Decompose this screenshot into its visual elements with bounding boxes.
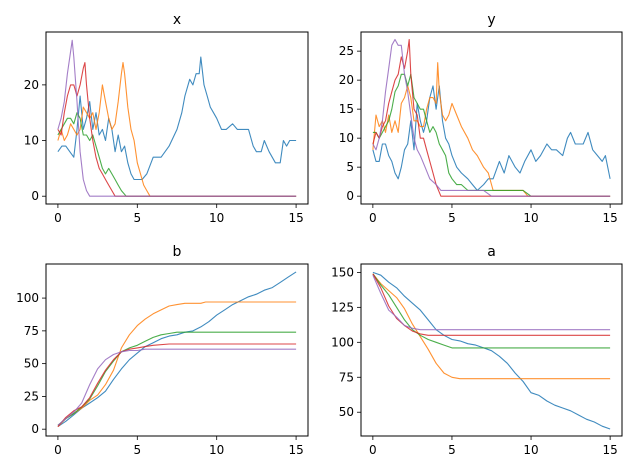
axes-frame xyxy=(45,31,309,205)
y-tick-label: 50 xyxy=(24,357,39,371)
series-line-1 xyxy=(372,271,611,430)
y-tick-label: 100 xyxy=(331,335,354,349)
x-tick-label: 10 xyxy=(209,443,224,457)
y-tick-label: 10 xyxy=(339,131,354,145)
x-tick-label: 5 xyxy=(448,211,456,225)
subplot-y: 0 5 10 15 0 5 10 15 20 25 y xyxy=(339,12,623,225)
y-tick-label: 50 xyxy=(339,405,354,419)
x-tick-label: 15 xyxy=(602,211,617,225)
series-line-3 xyxy=(57,112,297,197)
y-tick-label: 15 xyxy=(339,102,354,116)
x-tick-label: 10 xyxy=(523,211,538,225)
y-tick-label: 25 xyxy=(24,389,39,403)
subplot-b: 0 5 10 15 0 25 50 75 100 b xyxy=(16,244,309,457)
series-line-1 xyxy=(57,271,297,428)
series-line-4 xyxy=(57,343,297,427)
y-tick-label: 75 xyxy=(339,370,354,384)
y-tick-label: 20 xyxy=(24,78,39,92)
subplot-title: x xyxy=(173,12,181,28)
series-line-5 xyxy=(372,274,611,331)
y-tick-label: 75 xyxy=(24,324,39,338)
y-tick-label: 0 xyxy=(31,422,39,436)
series-line-3 xyxy=(57,331,297,426)
series-line-4 xyxy=(57,62,297,197)
x-tick-label: 5 xyxy=(133,211,141,225)
x-tick-label: 10 xyxy=(523,443,538,457)
subplot-title: b xyxy=(173,244,182,260)
axes-frame xyxy=(360,31,623,205)
x-tick-label: 15 xyxy=(288,443,303,457)
series-line-4 xyxy=(372,273,611,336)
x-tick-label: 15 xyxy=(288,211,303,225)
axes-frame xyxy=(45,263,309,437)
y-tick-label: 20 xyxy=(339,73,354,87)
series-group xyxy=(372,38,611,197)
series-line-2 xyxy=(372,62,611,197)
series-group xyxy=(57,271,297,428)
y-tick-label: 150 xyxy=(331,265,354,279)
series-line-2 xyxy=(372,273,611,380)
subplot-title: a xyxy=(487,244,496,260)
series-line-3 xyxy=(372,273,611,349)
y-tick-label: 10 xyxy=(24,134,39,148)
y-tick-label: 0 xyxy=(31,189,39,203)
series-line-5 xyxy=(372,38,611,197)
subplot-title: y xyxy=(487,12,495,28)
subplot-a: 0 5 10 15 50 75 100 125 150 a xyxy=(331,244,623,457)
y-tick-label: 5 xyxy=(346,160,354,174)
x-tick-label: 5 xyxy=(448,443,456,457)
x-tick-label: 0 xyxy=(54,211,62,225)
series-line-3 xyxy=(372,73,611,197)
x-tick-label: 0 xyxy=(369,443,377,457)
y-tick-label: 0 xyxy=(346,189,354,203)
series-line-4 xyxy=(372,38,611,197)
y-tick-label: 25 xyxy=(339,44,354,58)
series-line-1 xyxy=(57,56,297,181)
x-tick-label: 15 xyxy=(602,443,617,457)
y-tick-label: 100 xyxy=(16,291,39,305)
x-tick-label: 0 xyxy=(369,211,377,225)
series-group xyxy=(372,271,611,430)
series-line-2 xyxy=(57,301,297,427)
x-tick-label: 10 xyxy=(209,211,224,225)
series-group xyxy=(57,39,297,197)
series-line-5 xyxy=(57,348,297,426)
series-line-5 xyxy=(57,39,297,197)
x-tick-label: 5 xyxy=(133,443,141,457)
series-line-2 xyxy=(57,62,297,197)
subplot-x: 0 5 10 15 0 10 20 x xyxy=(24,12,309,225)
series-line-1 xyxy=(372,85,611,191)
x-tick-label: 0 xyxy=(54,443,62,457)
axes-frame xyxy=(360,263,623,437)
y-tick-label: 125 xyxy=(331,300,354,314)
